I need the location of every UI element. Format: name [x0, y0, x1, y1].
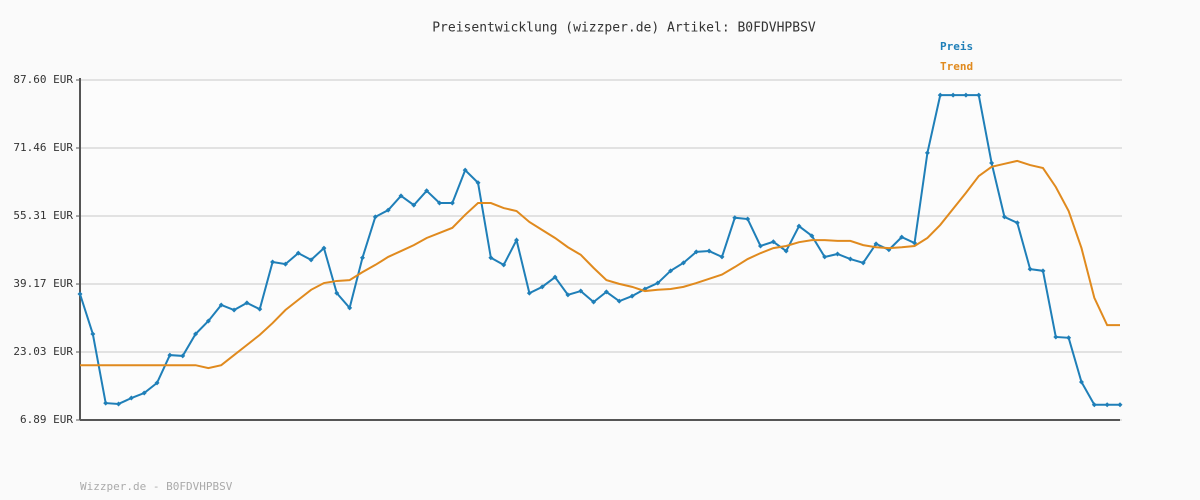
point-marker — [1091, 402, 1097, 408]
point-marker — [899, 234, 905, 240]
point-marker — [154, 380, 160, 386]
point-marker — [552, 274, 558, 280]
point-marker — [282, 261, 288, 267]
point-marker — [732, 215, 738, 221]
point-marker — [462, 167, 468, 173]
y-tick-label: 6.89 EUR — [20, 413, 73, 426]
point-marker — [398, 193, 404, 199]
point-marker — [116, 401, 122, 407]
point-marker — [193, 331, 199, 337]
point-marker — [835, 251, 841, 257]
point-marker — [1001, 214, 1007, 220]
point-marker — [424, 188, 430, 194]
point-marker — [1027, 266, 1033, 272]
point-marker — [526, 290, 532, 296]
y-tick-label: 71.46 EUR — [13, 141, 73, 154]
y-tick-label: 23.03 EUR — [13, 345, 73, 358]
point-marker — [295, 250, 301, 256]
point-marker — [796, 223, 802, 229]
point-marker — [231, 307, 237, 313]
point-marker — [860, 260, 866, 266]
point-marker — [873, 241, 879, 247]
point-marker — [565, 292, 571, 298]
point-marker — [924, 150, 930, 156]
point-marker — [141, 390, 147, 396]
point-marker — [937, 92, 943, 98]
point-marker — [449, 200, 455, 206]
point-marker — [501, 262, 507, 268]
point-marker — [437, 200, 443, 206]
point-marker — [1053, 334, 1059, 340]
point-marker — [411, 202, 417, 208]
point-marker — [591, 299, 597, 305]
point-marker — [167, 352, 173, 358]
point-marker — [77, 291, 83, 297]
point-marker — [270, 259, 276, 265]
point-marker — [1104, 402, 1110, 408]
point-marker — [205, 318, 211, 324]
point-marker — [745, 216, 751, 222]
point-marker — [103, 400, 109, 406]
point-marker — [1117, 402, 1123, 408]
point-marker — [963, 92, 969, 98]
point-marker — [1014, 220, 1020, 226]
point-marker — [989, 160, 995, 166]
point-marker — [847, 256, 853, 262]
legend-label: Preis — [940, 40, 973, 53]
point-marker — [308, 257, 314, 263]
point-marker — [655, 280, 661, 286]
point-marker — [244, 300, 250, 306]
point-marker — [719, 254, 725, 260]
point-marker — [385, 207, 391, 213]
point-marker — [359, 255, 365, 261]
point-marker — [514, 237, 520, 243]
point-marker — [706, 248, 712, 254]
point-marker — [822, 254, 828, 260]
y-tick-label: 87.60 EUR — [13, 73, 73, 86]
point-marker — [603, 289, 609, 295]
point-marker — [976, 92, 982, 98]
point-marker — [257, 306, 263, 312]
point-marker — [1066, 335, 1072, 341]
point-marker — [347, 305, 353, 311]
point-marker — [616, 298, 622, 304]
point-marker — [488, 255, 494, 261]
footer: Wizzper.de - B0FDVHPBSV — [80, 480, 233, 493]
series-line — [80, 159, 1120, 370]
point-marker — [757, 243, 763, 249]
y-tick-label: 39.17 EUR — [13, 277, 73, 290]
point-marker — [334, 290, 340, 296]
point-marker — [783, 248, 789, 254]
plot-area — [80, 80, 1120, 420]
point-marker — [770, 239, 776, 245]
point-marker — [218, 302, 224, 308]
point-marker — [693, 249, 699, 255]
point-marker — [668, 268, 674, 274]
point-marker — [629, 293, 635, 299]
series-line — [79, 94, 1120, 406]
point-marker — [90, 331, 96, 337]
point-marker — [809, 233, 815, 239]
point-marker — [539, 284, 545, 290]
point-marker — [578, 288, 584, 294]
point-marker — [321, 245, 327, 251]
point-marker — [372, 214, 378, 220]
chart-title: Preisentwicklung (wizzper.de) Artikel: B… — [432, 21, 816, 36]
point-marker — [180, 353, 186, 359]
legend-label: Trend — [940, 60, 973, 73]
point-marker — [475, 180, 481, 186]
point-marker — [680, 260, 686, 266]
point-marker — [950, 92, 956, 98]
point-marker — [1078, 379, 1084, 385]
point-marker — [128, 395, 134, 401]
point-marker — [1040, 268, 1046, 274]
y-tick-label: 55.31 EUR — [13, 209, 73, 222]
